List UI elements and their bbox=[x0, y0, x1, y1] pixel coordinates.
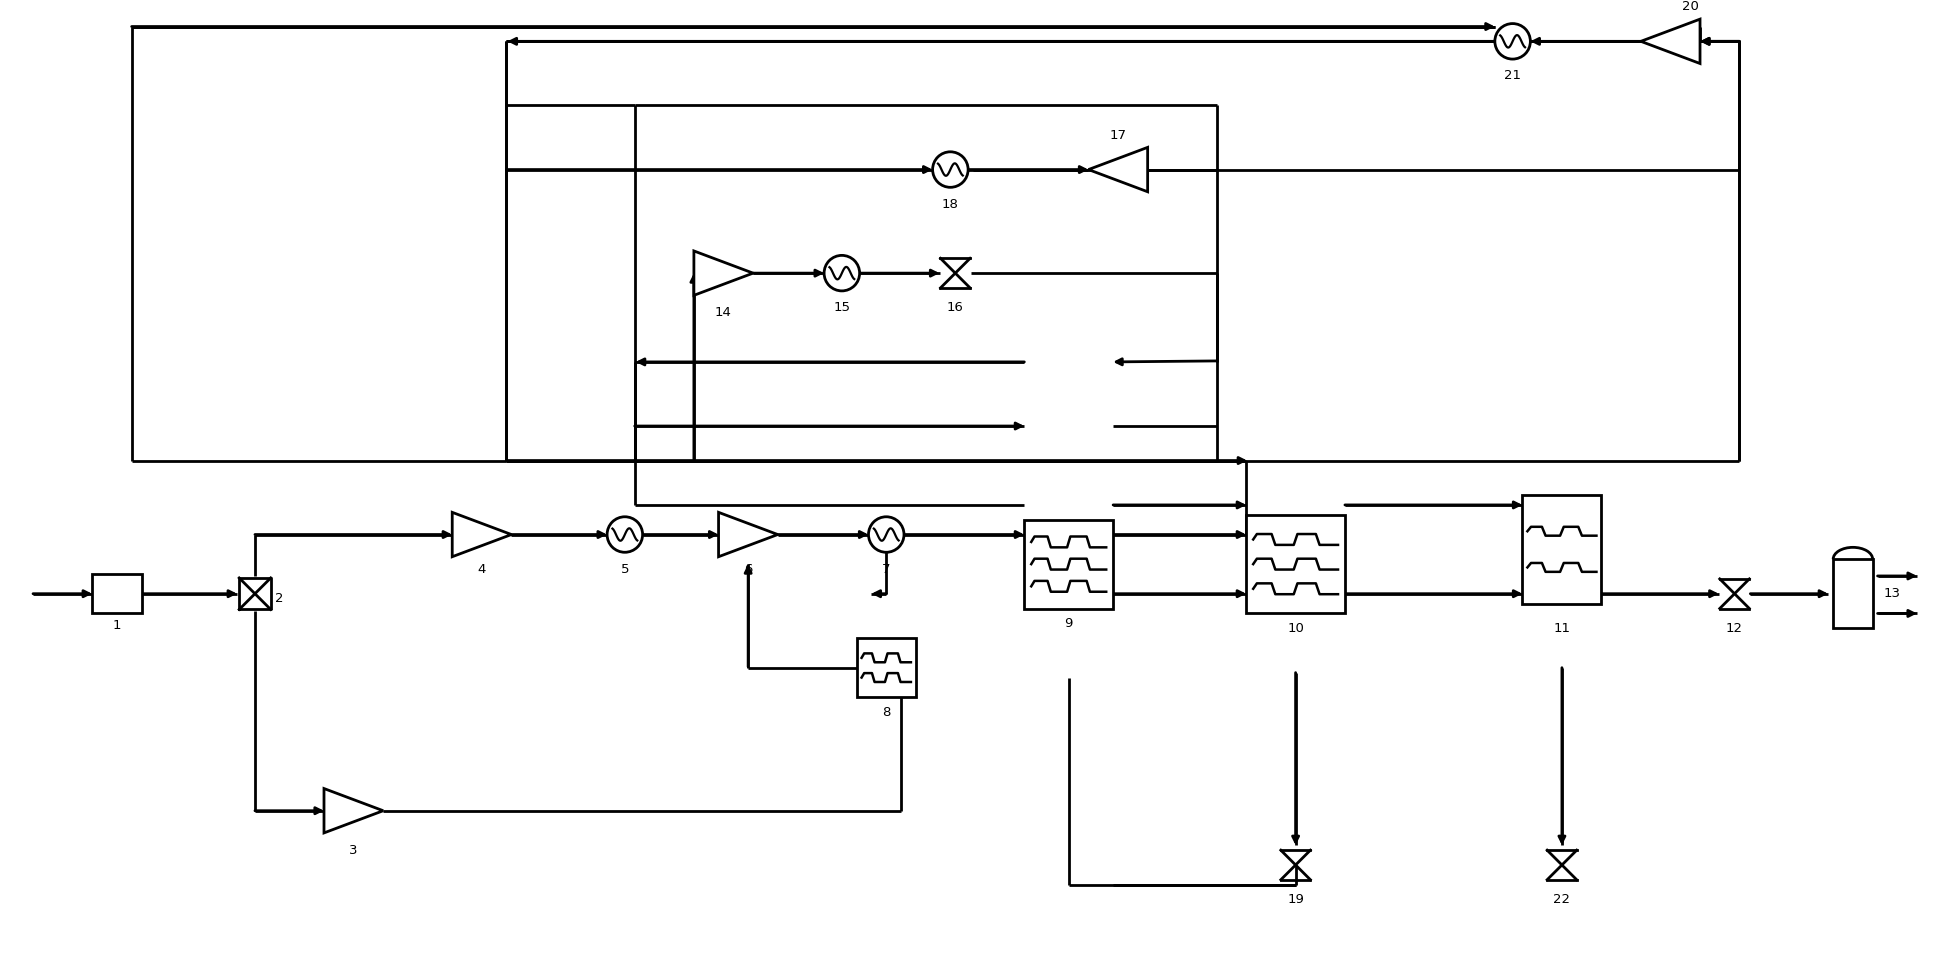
Polygon shape bbox=[719, 512, 777, 557]
Text: 5: 5 bbox=[621, 563, 629, 575]
Bar bbox=[857, 638, 916, 698]
Bar bbox=[1246, 514, 1346, 614]
Circle shape bbox=[1494, 23, 1531, 59]
Text: 13: 13 bbox=[1885, 588, 1900, 600]
Text: 14: 14 bbox=[715, 306, 732, 319]
Polygon shape bbox=[693, 251, 754, 295]
Text: 17: 17 bbox=[1109, 128, 1127, 142]
Text: 12: 12 bbox=[1726, 621, 1742, 635]
Polygon shape bbox=[1088, 148, 1148, 192]
Circle shape bbox=[869, 517, 904, 552]
Text: 22: 22 bbox=[1553, 893, 1570, 906]
Polygon shape bbox=[1641, 19, 1699, 64]
Text: 18: 18 bbox=[941, 198, 959, 210]
Text: 15: 15 bbox=[834, 301, 850, 315]
Text: 9: 9 bbox=[1064, 617, 1072, 630]
Circle shape bbox=[824, 256, 859, 290]
Text: 1: 1 bbox=[113, 619, 121, 632]
Text: 2: 2 bbox=[275, 593, 283, 605]
Text: 19: 19 bbox=[1287, 893, 1305, 906]
Text: 10: 10 bbox=[1287, 621, 1305, 635]
Text: 8: 8 bbox=[883, 705, 891, 719]
Polygon shape bbox=[324, 788, 383, 833]
Text: 4: 4 bbox=[478, 563, 486, 575]
Text: 21: 21 bbox=[1504, 69, 1521, 82]
Bar bbox=[92, 574, 141, 614]
Circle shape bbox=[934, 152, 969, 187]
Text: 16: 16 bbox=[947, 301, 963, 315]
Bar bbox=[1523, 495, 1601, 603]
Text: 7: 7 bbox=[883, 563, 891, 575]
Text: 11: 11 bbox=[1553, 621, 1570, 635]
Polygon shape bbox=[453, 512, 512, 557]
Text: 6: 6 bbox=[744, 563, 752, 575]
Bar bbox=[1023, 520, 1113, 609]
Circle shape bbox=[607, 517, 643, 552]
Text: 3: 3 bbox=[350, 843, 357, 857]
Text: 20: 20 bbox=[1682, 0, 1699, 14]
Bar bbox=[1834, 559, 1873, 628]
